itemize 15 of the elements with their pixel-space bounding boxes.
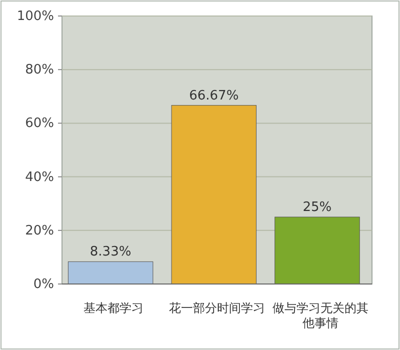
x-tick-label: 基本都学习: [84, 301, 144, 315]
y-tick-label: 60%: [25, 116, 54, 132]
bar: [274, 216, 360, 284]
x-tick-label: 花一部分时间学习: [169, 301, 265, 315]
data-label: 25%: [302, 200, 332, 215]
bar: [68, 261, 154, 284]
y-tick-label: 40%: [25, 170, 54, 185]
y-tick-label: 100%: [16, 9, 54, 24]
y-tick-label: 80%: [25, 62, 54, 78]
data-label: 8.33%: [90, 244, 132, 260]
x-tick-label: 做与学习无关的其他事情: [272, 301, 368, 330]
y-tick-label: 20%: [25, 223, 54, 238]
data-label: 66.67%: [189, 88, 239, 104]
y-tick-label: 0%: [33, 277, 54, 292]
bar: [171, 105, 257, 284]
